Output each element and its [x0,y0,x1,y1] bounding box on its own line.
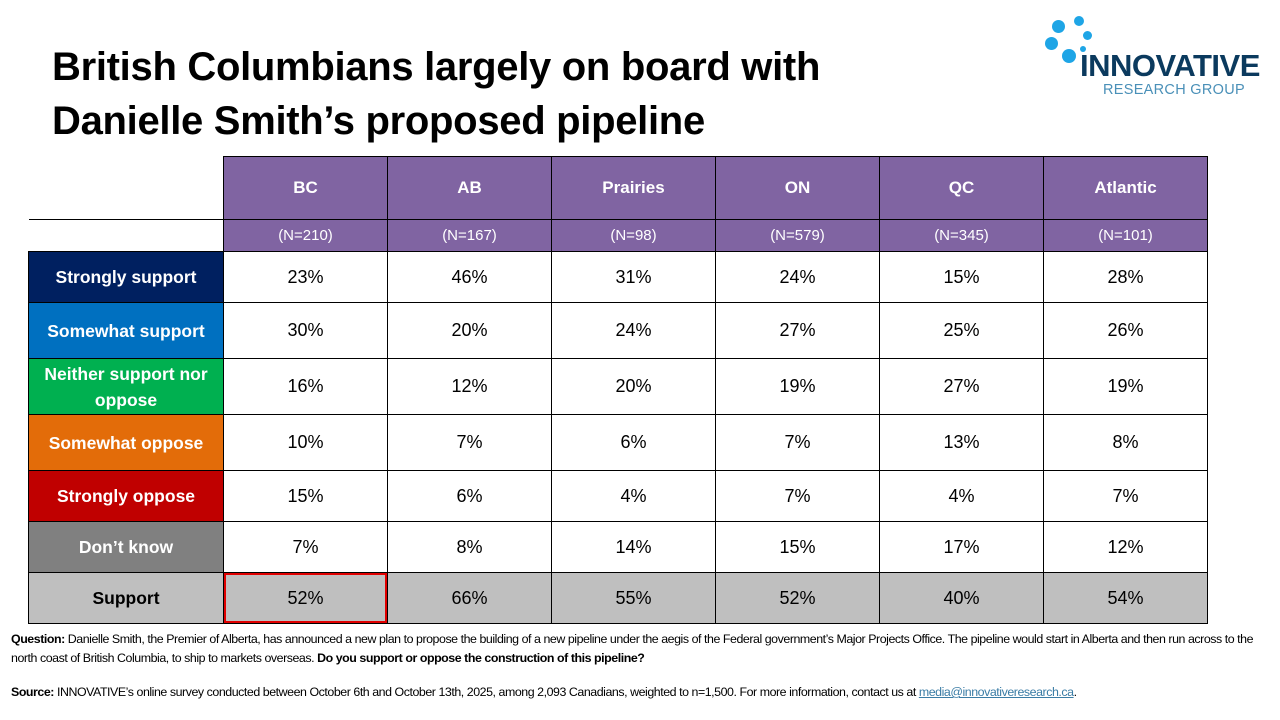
value-cell: 12% [387,358,552,415]
question-bold: Do you support or oppose the constructio… [317,651,645,665]
logo-dot-icon [1045,37,1058,50]
value-cell: 66% [387,572,552,624]
row-label: Support [28,572,224,624]
value-cell: 52% [223,572,388,624]
value-cell: 31% [551,251,716,303]
value-cell: 15% [879,251,1044,303]
corner-cell [28,219,224,252]
value-cell: 12% [1043,521,1208,573]
logo-subtitle: RESEARCH GROUP [1103,82,1245,98]
row-label: Strongly support [28,251,224,303]
question-label: Question: [11,632,65,646]
value-cell: 19% [1043,358,1208,415]
value-cell: 26% [1043,302,1208,359]
value-cell: 7% [387,414,552,471]
value-cell: 24% [551,302,716,359]
logo-dot-icon [1083,31,1092,40]
value-cell: 4% [551,470,716,522]
column-header: BC [223,156,388,220]
table-row: Support 52% 66% 55% 52% 40% 54% [28,572,1208,624]
value-cell: 4% [879,470,1044,522]
logo-dot-icon [1080,46,1086,52]
source-note: Source: INNOVATIVE’s online survey condu… [11,683,1077,702]
table-row: Strongly oppose 15% 6% 4% 7% 4% 7% [28,470,1208,522]
column-header: Atlantic [1043,156,1208,220]
logo-dot-icon [1062,49,1076,63]
source-label: Source: [11,685,54,699]
value-cell: 7% [715,414,880,471]
value-cell: 6% [551,414,716,471]
sample-size: (N=101) [1043,219,1208,252]
corner-cell [28,156,224,220]
row-label: Somewhat support [28,302,224,359]
sample-size: (N=98) [551,219,716,252]
logo-dot-icon [1052,20,1065,33]
results-table: BC AB Prairies ON QC Atlantic (N=210) (N… [28,156,1208,624]
column-header: ON [715,156,880,220]
value-cell: 7% [715,470,880,522]
table-row: Somewhat oppose 10% 7% 6% 7% 13% 8% [28,414,1208,471]
source-text: INNOVATIVE’s online survey conducted bet… [53,685,919,699]
value-cell: 7% [1043,470,1208,522]
value-cell: 52% [715,572,880,624]
row-label: Somewhat oppose [28,414,224,471]
value-cell: 55% [551,572,716,624]
value-cell: 6% [387,470,552,522]
value-cell: 7% [223,521,388,573]
value-cell: 15% [223,470,388,522]
sample-size-row: (N=210) (N=167) (N=98) (N=579) (N=345) (… [28,219,1208,252]
row-label: Neither support nor oppose [28,358,224,415]
row-label: Strongly oppose [28,470,224,522]
value-cell: 46% [387,251,552,303]
value-cell: 28% [1043,251,1208,303]
value-cell: 40% [879,572,1044,624]
table-row: Somewhat support 30% 20% 24% 27% 25% 26% [28,302,1208,359]
value-cell: 30% [223,302,388,359]
value-cell: 20% [551,358,716,415]
value-cell: 16% [223,358,388,415]
column-header: AB [387,156,552,220]
value-cell: 20% [387,302,552,359]
table-row: Neither support nor oppose 16% 12% 20% 19% 27… [28,358,1208,415]
table-row: Strongly support 23% 46% 31% 24% 15% 28% [28,251,1208,303]
page-title: British Columbians largely on board with… [52,40,820,148]
sample-size: (N=579) [715,219,880,252]
title-line-1: British Columbians largely on board with [52,45,821,89]
row-label: Don’t know [28,521,224,573]
header-row: BC AB Prairies ON QC Atlantic [28,156,1208,220]
sample-size: (N=167) [387,219,552,252]
logo-dot-icon [1074,16,1084,26]
value-cell: 24% [715,251,880,303]
value-cell: 19% [715,358,880,415]
email-link[interactable]: media@innovativeresearch.ca [918,685,1074,699]
logo-name: INNOVATIVE [1080,48,1260,83]
table-row: Don’t know 7% 8% 14% 15% 17% 12% [28,521,1208,573]
value-cell: 13% [879,414,1044,471]
value-cell: 27% [879,358,1044,415]
question-text: Danielle Smith, the Premier of Alberta, … [11,632,1254,665]
column-header: Prairies [551,156,716,220]
value-cell: 10% [223,414,388,471]
value-cell: 17% [879,521,1044,573]
innovative-logo: INNOVATIVE RESEARCH GROUP [1040,12,1275,102]
title-line-2: Danielle Smith’s proposed pipeline [52,99,705,143]
value-cell: 14% [551,521,716,573]
value-cell: 8% [1043,414,1208,471]
value-cell: 8% [387,521,552,573]
value-cell: 15% [715,521,880,573]
source-end: . [1073,685,1077,699]
sample-size: (N=345) [879,219,1044,252]
value-cell: 23% [223,251,388,303]
value-cell: 27% [715,302,880,359]
value-cell: 25% [879,302,1044,359]
question-note: Question: Danielle Smith, the Premier of… [11,630,1273,668]
sample-size: (N=210) [223,219,388,252]
value-cell: 54% [1043,572,1208,624]
column-header: QC [879,156,1044,220]
